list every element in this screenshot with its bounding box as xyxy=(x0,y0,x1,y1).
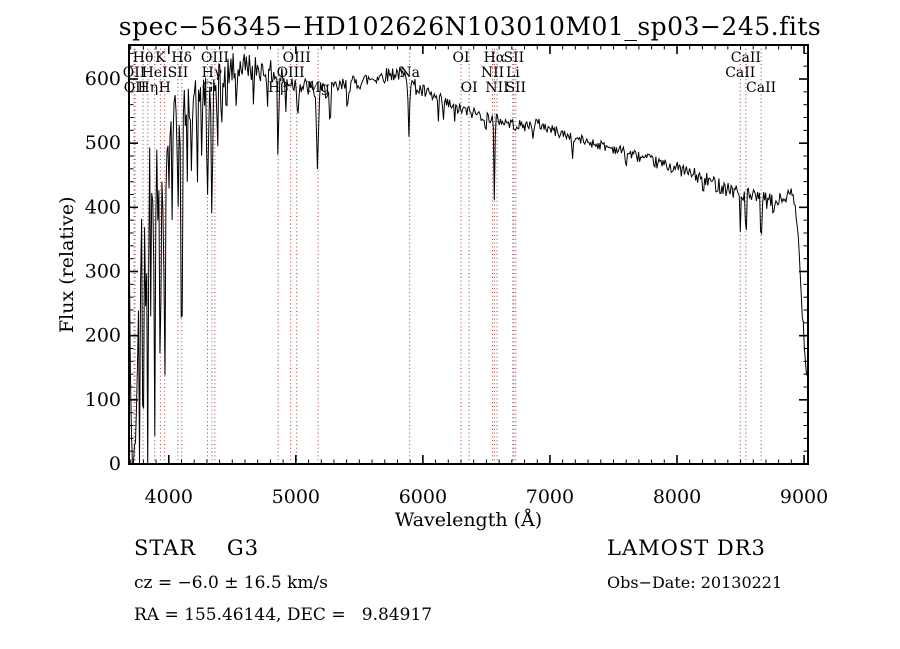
spectral-line-label: Hβ xyxy=(268,80,288,96)
spectral-line-label: OIII xyxy=(201,50,229,66)
y-tick-label: 400 xyxy=(85,196,121,218)
y-tick-label: 100 xyxy=(85,389,121,411)
spectral-line-markers xyxy=(133,45,762,464)
spectral-line-label: Hδ xyxy=(171,50,192,66)
ra-dec-label: RA = 155.46144, DEC = 9.84917 xyxy=(134,605,433,625)
spectral-line-label: Li xyxy=(506,65,520,81)
object-class-label: STAR G3 xyxy=(134,536,260,560)
spectral-line-label: Hγ xyxy=(202,65,223,81)
spectral-line-label: CaII xyxy=(731,50,761,66)
x-tick-label: 7000 xyxy=(526,486,574,508)
obs-date-label: Obs−Date: 20130221 xyxy=(607,573,783,592)
spectral-line-label: Hθ xyxy=(133,50,154,66)
spectral-line-label: SII xyxy=(505,80,526,96)
x-tick-labels: 4000 5000 6000 7000 8000 9000 xyxy=(145,486,829,508)
spectral-line-label: Na xyxy=(399,65,420,81)
spectral-line-label: OIII xyxy=(277,65,305,81)
spectral-line-label: SII xyxy=(504,50,525,66)
spectral-line-label: H xyxy=(159,80,171,96)
y-tick-label: 200 xyxy=(85,325,121,347)
spectral-line-label: SII xyxy=(168,65,189,81)
x-tick-label: 8000 xyxy=(653,486,701,508)
spectral-line-label: Hη xyxy=(137,80,158,96)
survey-release-label: LAMOST DR3 xyxy=(607,536,766,560)
spectral-line-label: OI xyxy=(461,80,478,96)
axis-ticks xyxy=(129,45,808,465)
spectral-line-label: OIII xyxy=(283,50,311,66)
x-tick-label: 9000 xyxy=(780,486,828,508)
plot-border xyxy=(128,44,809,465)
plot-title: spec−56345−HD102626N103010M01_sp03−245.f… xyxy=(118,12,822,41)
spectrum-trace xyxy=(128,53,808,465)
spectral-line-label: K xyxy=(155,50,166,66)
y-tick-labels: 0 100 200 300 400 500 600 xyxy=(85,68,121,475)
spectral-line-label: NII xyxy=(485,80,508,96)
x-tick-label: 6000 xyxy=(399,486,447,508)
spectral-line-label: NII xyxy=(481,65,504,81)
y-tick-label: 0 xyxy=(109,453,121,475)
y-tick-label: 600 xyxy=(85,68,121,90)
spectral-line-label: CaII xyxy=(725,65,755,81)
x-tick-label: 4000 xyxy=(145,486,193,508)
spectral-line-label: OI xyxy=(452,50,469,66)
y-axis-label: Flux (relative) xyxy=(56,196,78,334)
x-axis-label: Wavelength (Å) xyxy=(394,509,543,531)
spectral-line-label: HeI xyxy=(142,65,168,81)
spectral-line-label: CaII xyxy=(746,80,776,96)
radial-velocity-label: cz = −6.0 ± 16.5 km/s xyxy=(134,573,328,593)
y-tick-label: 300 xyxy=(85,261,121,283)
y-tick-label: 500 xyxy=(85,132,121,154)
spectral-line-label: G xyxy=(202,80,213,96)
spectral-line-label: Hα xyxy=(484,50,506,66)
x-tick-label: 5000 xyxy=(272,486,320,508)
